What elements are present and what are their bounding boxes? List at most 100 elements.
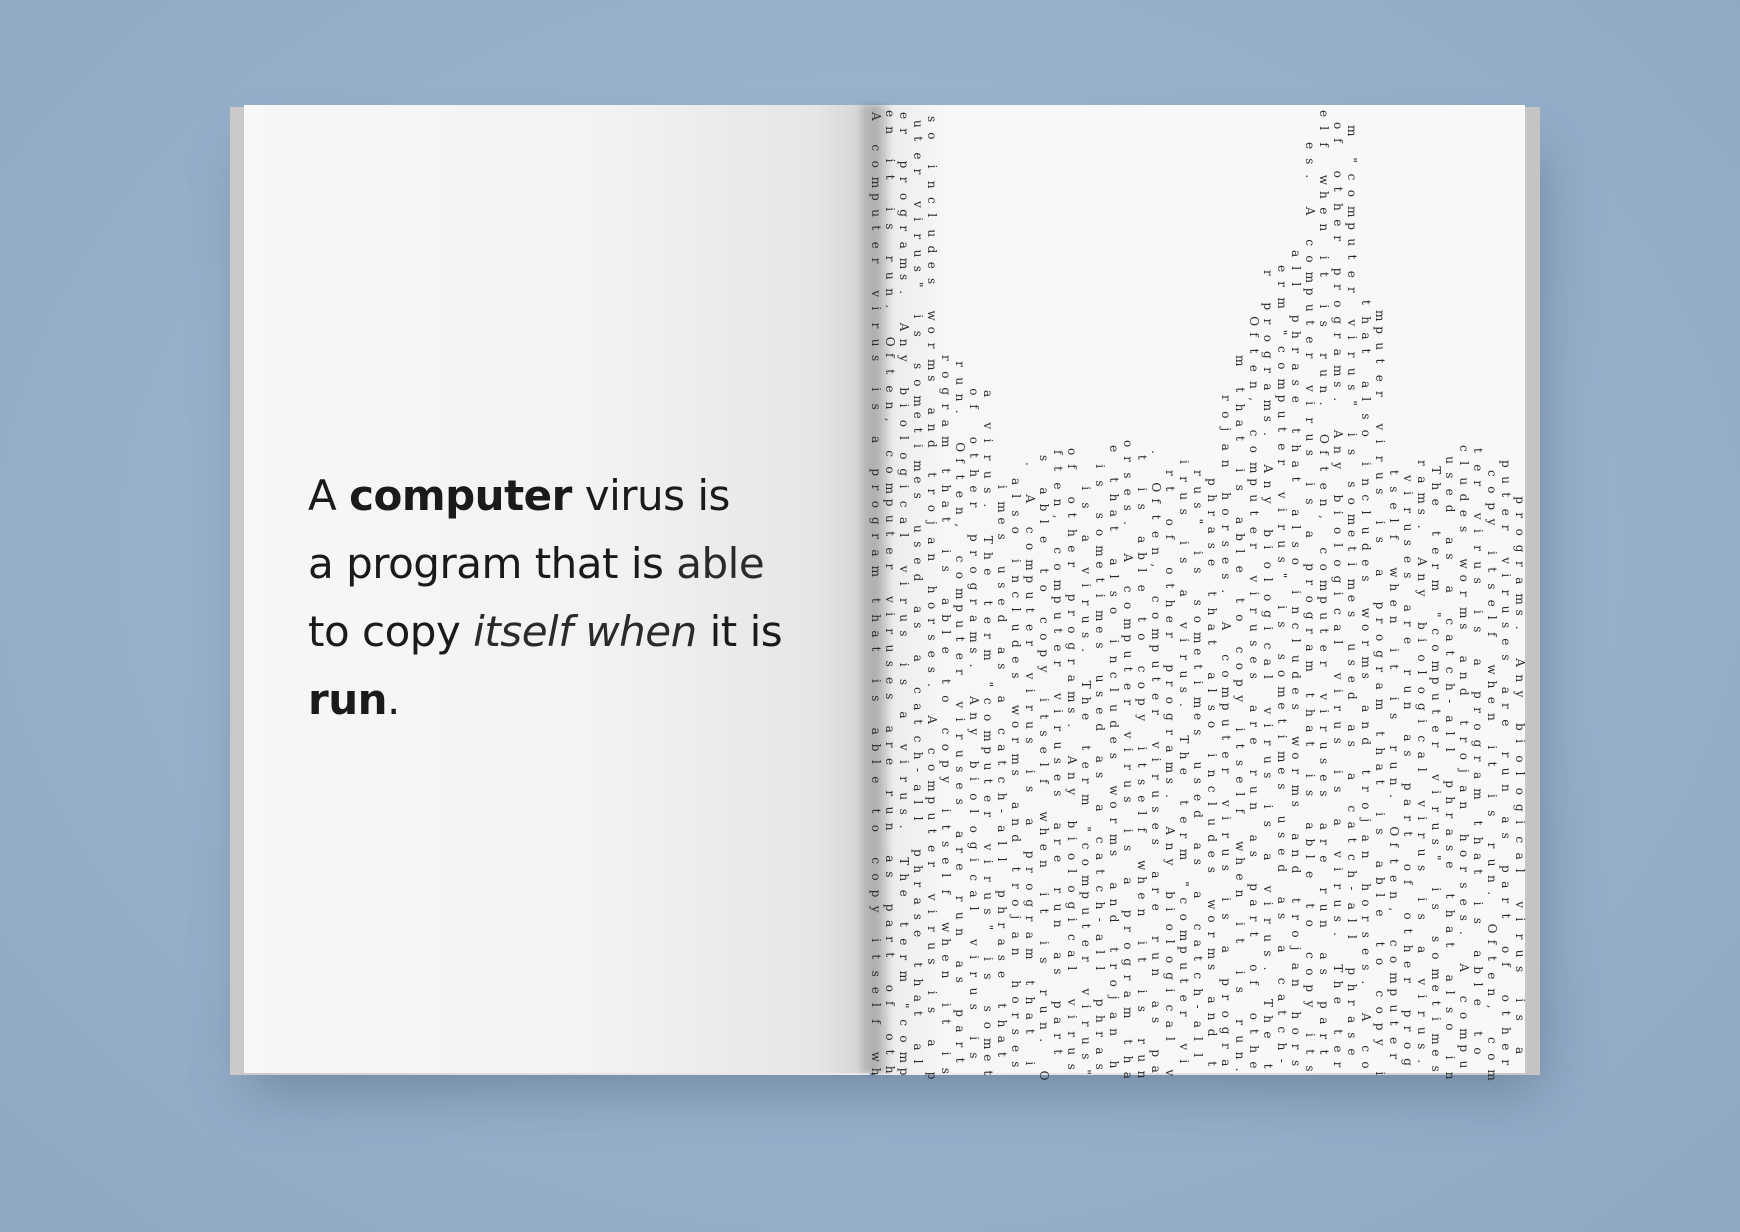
svg-text:v: v [953, 700, 967, 708]
svg-text:s: s [1443, 1007, 1457, 1013]
svg-text:l: l [967, 907, 981, 911]
svg-text:d: d [1191, 810, 1205, 818]
svg-text:e: e [995, 517, 1009, 524]
svg-text:a: a [883, 920, 897, 927]
svg-text:u: u [1303, 304, 1317, 312]
svg-text:t: t [1359, 300, 1373, 305]
svg-text:o: o [925, 327, 939, 334]
svg-text:.: . [1485, 891, 1499, 895]
svg-text:r: r [967, 502, 981, 508]
svg-text:d: d [1289, 671, 1303, 679]
svg-text:m: m [1359, 656, 1373, 668]
svg-text:i: i [1345, 562, 1359, 566]
svg-text:s: s [1149, 1017, 1163, 1023]
svg-text:t: t [939, 517, 953, 522]
svg-text:h: h [1247, 1045, 1261, 1053]
svg-text:s: s [953, 766, 967, 772]
svg-text:v: v [1079, 566, 1093, 574]
svg-text:c: c [995, 728, 1009, 735]
svg-text:s: s [981, 908, 995, 914]
svg-text:r: r [1317, 661, 1331, 667]
svg-text:o: o [1009, 899, 1023, 906]
svg-text:r: r [1023, 640, 1037, 646]
svg-text:a: a [897, 517, 911, 524]
svg-text:l: l [911, 800, 925, 804]
svg-text:a: a [1401, 734, 1415, 741]
svg-text:o: o [1289, 558, 1303, 565]
svg-text:n: n [1065, 772, 1079, 780]
svg-text:i: i [981, 439, 995, 443]
svg-text:m: m [869, 566, 883, 578]
svg-text:i: i [1513, 998, 1527, 1002]
svg-text:d: d [1107, 915, 1121, 923]
svg-text:o: o [1513, 529, 1527, 536]
svg-text:,: , [1387, 907, 1401, 911]
svg-text:y: y [1331, 461, 1345, 469]
left-page [244, 105, 880, 1073]
svg-text:A: A [869, 111, 883, 121]
svg-text:c: c [1345, 805, 1359, 812]
svg-text:m: m [1429, 1033, 1443, 1045]
svg-text:o: o [925, 132, 939, 139]
svg-text:e: e [939, 857, 953, 864]
svg-text:w: w [869, 1052, 883, 1063]
svg-text:r: r [1317, 839, 1331, 845]
svg-text:s: s [939, 1068, 953, 1074]
svg-text:r: r [1401, 621, 1415, 627]
svg-text:O: O [1387, 826, 1401, 836]
svg-text:i: i [1261, 545, 1275, 549]
svg-text:a: a [981, 390, 995, 397]
svg-text:e: e [1485, 600, 1499, 607]
svg-text:a: a [1107, 558, 1121, 565]
svg-text:v: v [1401, 474, 1415, 482]
svg-text:a: a [1177, 590, 1191, 597]
svg-text:u: u [1401, 686, 1415, 694]
svg-text:i: i [1275, 605, 1289, 609]
svg-text:s: s [1191, 859, 1205, 865]
svg-text:r: r [1401, 507, 1415, 513]
svg-text:u: u [981, 763, 995, 771]
svg-text:": " [981, 925, 995, 931]
svg-text:s: s [1443, 845, 1457, 851]
svg-text:s: s [953, 977, 967, 983]
svg-text:d: d [1009, 834, 1023, 842]
svg-text:t: t [1009, 867, 1023, 872]
svg-text:r: r [1177, 833, 1191, 839]
svg-text:s: s [869, 695, 883, 701]
svg-text:s: s [1499, 654, 1513, 660]
svg-text:s: s [911, 363, 925, 369]
svg-text:a: a [1093, 934, 1107, 941]
svg-text:s: s [883, 223, 897, 229]
svg-text:w: w [1233, 841, 1247, 852]
svg-text:p: p [1261, 302, 1275, 310]
svg-text:o: o [897, 193, 911, 200]
svg-text:.: . [1177, 703, 1191, 707]
svg-text:e: e [1177, 768, 1191, 775]
svg-text:m: m [1373, 699, 1387, 711]
svg-text:r: r [1009, 883, 1023, 889]
svg-text:p: p [1023, 575, 1037, 583]
svg-text:r: r [925, 861, 939, 867]
svg-text:o: o [1065, 626, 1079, 633]
svg-text:t: t [953, 637, 967, 642]
svg-text:l: l [1205, 689, 1219, 693]
svg-text:m: m [1149, 628, 1163, 640]
svg-text:p: p [1163, 664, 1177, 672]
svg-text:e: e [1093, 626, 1107, 633]
svg-text:t: t [939, 679, 953, 684]
svg-text:p: p [911, 849, 925, 857]
text-column: allphrasethatalsoincludeswormsandtrojanh… [1289, 250, 1303, 1066]
svg-text:h: h [939, 938, 953, 946]
svg-text:l: l [1009, 608, 1023, 612]
svg-text:g: g [967, 583, 981, 591]
svg-text:i: i [1233, 922, 1247, 926]
svg-text:v: v [1163, 1068, 1177, 1076]
svg-text:u: u [1317, 369, 1331, 377]
headline-seg: a program that is [308, 539, 676, 588]
svg-text:l: l [1233, 549, 1247, 553]
svg-text:e: e [953, 653, 967, 660]
svg-text:p: p [1401, 1010, 1415, 1018]
svg-text:s: s [1275, 557, 1289, 563]
